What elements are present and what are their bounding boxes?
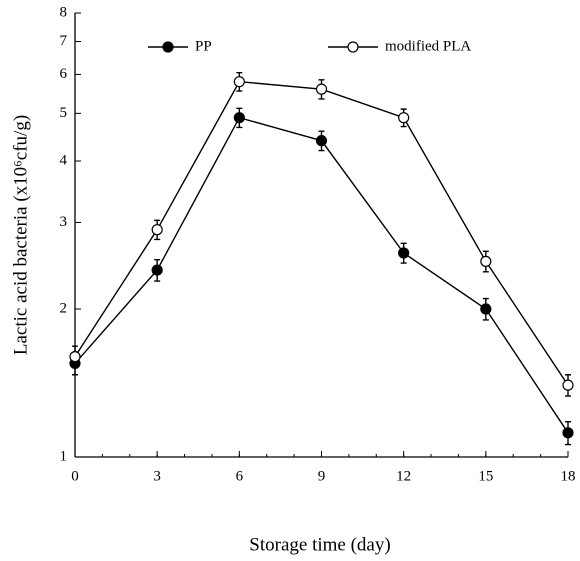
x-tick-label: 18 bbox=[561, 468, 576, 484]
data-point bbox=[151, 264, 163, 276]
data-point bbox=[233, 76, 245, 88]
data-point bbox=[233, 112, 245, 124]
y-tick-label: 5 bbox=[60, 105, 68, 121]
y-axis-label: Lactic acid bacteria (x10⁶cfu/g) bbox=[10, 115, 31, 355]
data-point bbox=[480, 303, 492, 315]
x-tick-label: 6 bbox=[236, 468, 244, 484]
x-tick-label: 12 bbox=[396, 468, 411, 484]
x-tick-label: 9 bbox=[318, 468, 326, 484]
legend-label: PP bbox=[195, 38, 212, 54]
data-point bbox=[315, 83, 328, 95]
y-tick-label: 6 bbox=[60, 66, 68, 82]
data-point bbox=[315, 135, 328, 147]
y-tick-label: 1 bbox=[60, 448, 68, 464]
data-point bbox=[480, 255, 492, 267]
data-point bbox=[398, 112, 410, 124]
y-tick-label: 8 bbox=[60, 4, 68, 20]
x-tick-label: 0 bbox=[71, 468, 79, 484]
legend-marker bbox=[162, 41, 174, 53]
y-tick-label: 3 bbox=[60, 214, 68, 230]
y-tick-label: 4 bbox=[60, 152, 68, 168]
x-tick-label: 15 bbox=[478, 468, 493, 484]
y-tick-label: 2 bbox=[60, 300, 68, 316]
legend-marker bbox=[347, 41, 359, 53]
data-point bbox=[562, 379, 574, 391]
data-point bbox=[562, 427, 574, 439]
data-point bbox=[69, 351, 81, 363]
x-tick-label: 3 bbox=[153, 468, 161, 484]
series-line bbox=[74, 116, 569, 434]
data-point bbox=[151, 224, 163, 236]
data-point bbox=[398, 247, 410, 259]
y-tick-label: 7 bbox=[60, 33, 68, 49]
series-line bbox=[74, 80, 569, 386]
legend-label: modified PLA bbox=[385, 38, 471, 54]
x-axis-label: Storage time (day) bbox=[249, 534, 390, 555]
